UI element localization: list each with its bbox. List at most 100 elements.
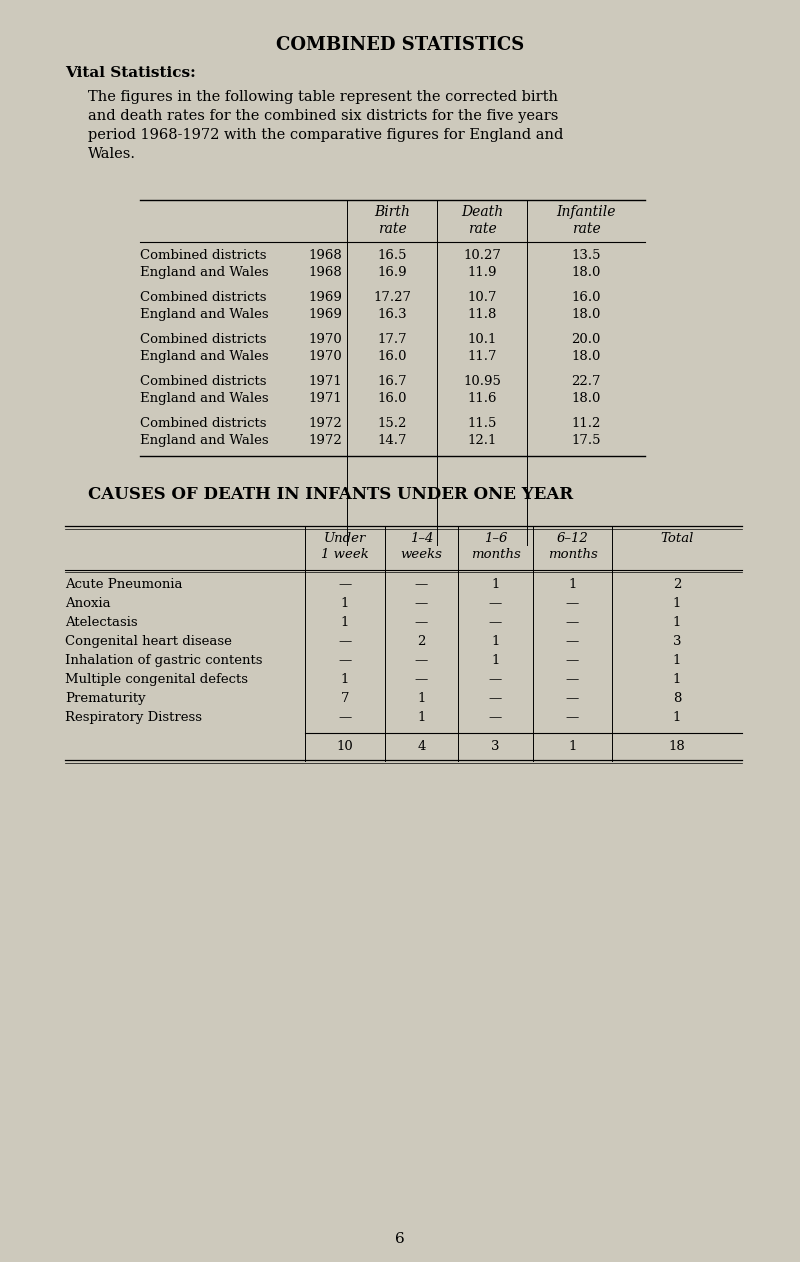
Text: —: — (415, 616, 428, 628)
Text: —: — (566, 597, 579, 610)
Text: —: — (415, 578, 428, 591)
Text: The figures in the following table represent the corrected birth: The figures in the following table repre… (88, 90, 558, 103)
Text: 11.6: 11.6 (467, 392, 497, 405)
Text: 2: 2 (673, 578, 681, 591)
Text: Prematurity: Prematurity (65, 692, 146, 705)
Text: Combined districts: Combined districts (140, 375, 266, 387)
Text: 6: 6 (395, 1232, 405, 1246)
Text: Total: Total (660, 533, 694, 545)
Text: 10.27: 10.27 (463, 249, 501, 262)
Text: 20.0: 20.0 (571, 333, 601, 346)
Text: 3: 3 (673, 635, 682, 647)
Text: England and Wales: England and Wales (140, 308, 269, 321)
Text: 16.7: 16.7 (377, 375, 407, 387)
Text: 1: 1 (568, 578, 577, 591)
Text: 17.7: 17.7 (377, 333, 407, 346)
Text: 1969: 1969 (308, 308, 342, 321)
Text: 10.7: 10.7 (467, 292, 497, 304)
Text: 1–6
months: 1–6 months (470, 533, 520, 562)
Text: 1: 1 (673, 616, 681, 628)
Text: 1: 1 (341, 597, 349, 610)
Text: —: — (489, 673, 502, 687)
Text: 18.0: 18.0 (571, 266, 601, 279)
Text: 1970: 1970 (308, 350, 342, 363)
Text: 12.1: 12.1 (467, 434, 497, 447)
Text: —: — (415, 654, 428, 668)
Text: 1: 1 (341, 616, 349, 628)
Text: CAUSES OF DEATH IN INFANTS UNDER ONE YEAR: CAUSES OF DEATH IN INFANTS UNDER ONE YEA… (88, 486, 573, 504)
Text: England and Wales: England and Wales (140, 392, 269, 405)
Text: 13.5: 13.5 (571, 249, 601, 262)
Text: 17.5: 17.5 (571, 434, 601, 447)
Text: 1: 1 (491, 654, 500, 668)
Text: 8: 8 (673, 692, 681, 705)
Text: —: — (489, 711, 502, 724)
Text: Combined districts: Combined districts (140, 292, 266, 304)
Text: period 1968-1972 with the comparative figures for England and: period 1968-1972 with the comparative fi… (88, 127, 563, 143)
Text: 1970: 1970 (308, 333, 342, 346)
Text: 1972: 1972 (308, 434, 342, 447)
Text: Birth
rate: Birth rate (374, 204, 410, 236)
Text: 14.7: 14.7 (378, 434, 406, 447)
Text: 16.0: 16.0 (378, 392, 406, 405)
Text: 1: 1 (418, 711, 426, 724)
Text: —: — (489, 692, 502, 705)
Text: 1968: 1968 (308, 266, 342, 279)
Text: 22.7: 22.7 (571, 375, 601, 387)
Text: 1971: 1971 (308, 375, 342, 387)
Text: 11.5: 11.5 (467, 416, 497, 430)
Text: 1–4
weeks: 1–4 weeks (401, 533, 442, 562)
Text: 1: 1 (491, 635, 500, 647)
Text: —: — (566, 711, 579, 724)
Text: Acute Pneumonia: Acute Pneumonia (65, 578, 182, 591)
Text: 1971: 1971 (308, 392, 342, 405)
Text: —: — (566, 692, 579, 705)
Text: England and Wales: England and Wales (140, 350, 269, 363)
Text: England and Wales: England and Wales (140, 266, 269, 279)
Text: —: — (489, 616, 502, 628)
Text: England and Wales: England and Wales (140, 434, 269, 447)
Text: 16.0: 16.0 (571, 292, 601, 304)
Text: 10: 10 (337, 740, 354, 753)
Text: 2: 2 (418, 635, 426, 647)
Text: —: — (489, 597, 502, 610)
Text: 1: 1 (673, 673, 681, 687)
Text: 3: 3 (491, 740, 500, 753)
Text: Multiple congenital defects: Multiple congenital defects (65, 673, 248, 687)
Text: Combined districts: Combined districts (140, 416, 266, 430)
Text: 10.95: 10.95 (463, 375, 501, 387)
Text: COMBINED STATISTICS: COMBINED STATISTICS (276, 37, 524, 54)
Text: 10.1: 10.1 (467, 333, 497, 346)
Text: Death
rate: Death rate (461, 204, 503, 236)
Text: 18.0: 18.0 (571, 392, 601, 405)
Text: Respiratory Distress: Respiratory Distress (65, 711, 202, 724)
Text: —: — (338, 654, 352, 668)
Text: Infantile
rate: Infantile rate (556, 204, 616, 236)
Text: 1969: 1969 (308, 292, 342, 304)
Text: Atelectasis: Atelectasis (65, 616, 138, 628)
Text: —: — (338, 711, 352, 724)
Text: 18.0: 18.0 (571, 350, 601, 363)
Text: 1: 1 (568, 740, 577, 753)
Text: —: — (566, 616, 579, 628)
Text: Congenital heart disease: Congenital heart disease (65, 635, 232, 647)
Text: 6–12
months: 6–12 months (548, 533, 598, 562)
Text: 16.3: 16.3 (377, 308, 407, 321)
Text: 1: 1 (673, 711, 681, 724)
Text: 16.0: 16.0 (378, 350, 406, 363)
Text: 17.27: 17.27 (373, 292, 411, 304)
Text: 11.9: 11.9 (467, 266, 497, 279)
Text: 16.9: 16.9 (377, 266, 407, 279)
Text: Wales.: Wales. (88, 146, 136, 162)
Text: 1: 1 (491, 578, 500, 591)
Text: Combined districts: Combined districts (140, 249, 266, 262)
Text: Inhalation of gastric contents: Inhalation of gastric contents (65, 654, 262, 668)
Text: 4: 4 (418, 740, 426, 753)
Text: and death rates for the combined six districts for the five years: and death rates for the combined six dis… (88, 109, 558, 122)
Text: Anoxia: Anoxia (65, 597, 110, 610)
Text: 1: 1 (673, 597, 681, 610)
Text: —: — (566, 654, 579, 668)
Text: 11.7: 11.7 (467, 350, 497, 363)
Text: 1: 1 (418, 692, 426, 705)
Text: 11.2: 11.2 (571, 416, 601, 430)
